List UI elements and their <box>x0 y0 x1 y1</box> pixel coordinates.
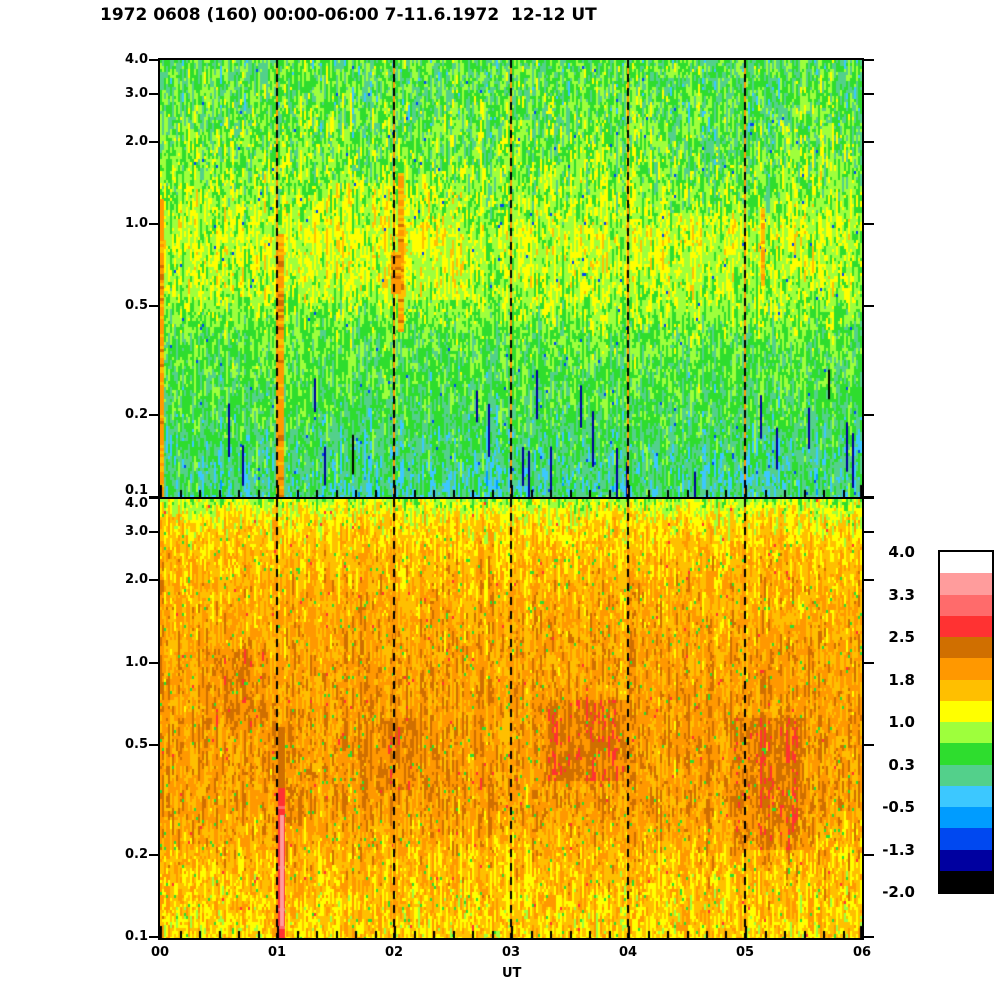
colorbar-tick-label: 1.8 <box>888 671 915 689</box>
y-major-tick-right <box>862 223 874 225</box>
colorbar-tick-label: 4.0 <box>888 543 915 561</box>
colorbar-band-9 <box>940 743 992 765</box>
upper-spectrogram-canvas <box>160 60 862 497</box>
y-tick-label: 1.0 <box>124 655 148 670</box>
colorbar-band-5 <box>940 658 992 680</box>
y-tick-label: 0.1 <box>124 929 148 944</box>
x-tick-label: 06 <box>852 945 872 960</box>
colorbar-band-15 <box>940 870 992 892</box>
y-major-tick-left <box>149 497 160 499</box>
colorbar-band-14 <box>940 849 992 871</box>
y-major-tick-left <box>149 662 160 664</box>
lower-spectrogram-canvas <box>160 499 862 938</box>
y-major-tick-right <box>862 662 874 664</box>
y-tick-label: 2.0 <box>124 572 148 587</box>
x-tick-label: 00 <box>150 945 170 960</box>
colorbar-tick-label: -0.5 <box>882 798 915 816</box>
y-major-tick-right <box>862 59 874 61</box>
colorbar-band-1 <box>940 573 992 595</box>
colorbar-tick-label: 3.3 <box>888 586 915 604</box>
y-major-tick-left <box>149 93 160 95</box>
colorbar-band-0 <box>940 552 992 574</box>
y-major-tick-right <box>862 497 874 499</box>
colorbar <box>938 550 994 894</box>
x-tick-label: 05 <box>735 945 755 960</box>
colorbar-band-12 <box>940 807 992 829</box>
y-major-tick-left <box>149 141 160 143</box>
y-major-tick-left <box>149 854 160 856</box>
y-major-tick-left <box>149 223 160 225</box>
colorbar-band-6 <box>940 679 992 701</box>
colorbar-band-8 <box>940 722 992 744</box>
y-major-tick-left <box>149 305 160 307</box>
y-major-tick-left <box>149 531 160 533</box>
colorbar-band-10 <box>940 764 992 786</box>
y-major-tick-right <box>862 414 874 416</box>
y-major-tick-left <box>149 744 160 746</box>
colorbar-tick-label: 2.5 <box>888 628 915 646</box>
y-major-tick-right <box>862 305 874 307</box>
colorbar-band-3 <box>940 615 992 637</box>
colorbar-band-11 <box>940 785 992 807</box>
colorbar-band-7 <box>940 700 992 722</box>
y-major-tick-right <box>862 93 874 95</box>
y-tick-label: 3.0 <box>124 524 148 539</box>
plot-title: 1972 0608 (160) 00:00-06:00 7-11.6.1972 … <box>100 5 597 25</box>
x-tick-label: 01 <box>267 945 287 960</box>
y-tick-label: 4.0 <box>124 496 148 511</box>
colorbar-band-2 <box>940 594 992 616</box>
y-major-tick-left <box>149 59 160 61</box>
x-tick-label: 02 <box>384 945 404 960</box>
y-major-tick-right <box>862 579 874 581</box>
x-tick-label: 04 <box>618 945 638 960</box>
y-major-tick-right <box>862 531 874 533</box>
y-major-tick-right <box>862 854 874 856</box>
x-tick-label: 03 <box>501 945 521 960</box>
colorbar-tick-label: 0.3 <box>888 756 915 774</box>
colorbar-tick-label: -2.0 <box>882 883 915 901</box>
y-major-tick-right <box>862 744 874 746</box>
y-major-tick-left <box>149 579 160 581</box>
y-major-tick-right <box>862 936 874 938</box>
colorbar-tick-label: 1.0 <box>888 713 915 731</box>
y-tick-label: 0.1 <box>124 483 148 498</box>
y-tick-label: 0.2 <box>124 847 148 862</box>
lower-spectrogram-panel <box>158 497 864 940</box>
y-tick-label: 0.2 <box>124 407 148 422</box>
y-major-tick-right <box>862 141 874 143</box>
x-axis-label: UT <box>502 966 522 981</box>
colorbar-band-13 <box>940 828 992 850</box>
colorbar-band-4 <box>940 637 992 659</box>
colorbar-tick-label: -1.3 <box>882 841 915 859</box>
upper-spectrogram-panel <box>158 58 864 499</box>
y-tick-label: 0.5 <box>124 298 148 313</box>
y-tick-label: 1.0 <box>124 216 148 231</box>
y-major-tick-left <box>149 414 160 416</box>
y-tick-label: 4.0 <box>124 52 148 67</box>
y-tick-label: 3.0 <box>124 86 148 101</box>
y-tick-label: 2.0 <box>124 134 148 149</box>
y-tick-label: 0.5 <box>124 737 148 752</box>
y-major-tick-left <box>149 936 160 938</box>
